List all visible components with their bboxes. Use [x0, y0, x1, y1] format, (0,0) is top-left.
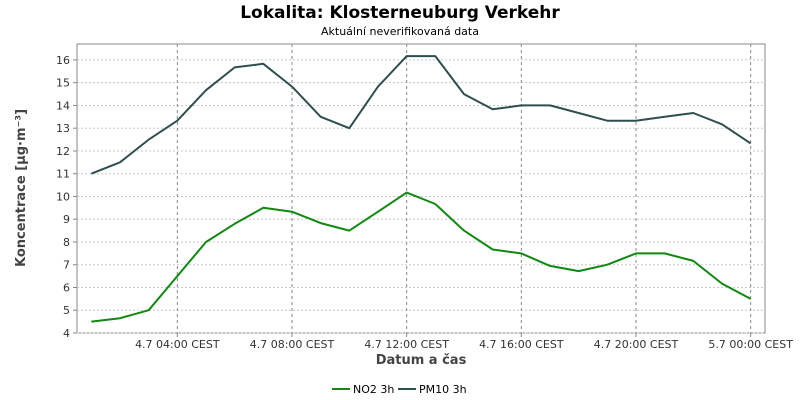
legend-label-no2: NO2 3h	[353, 383, 394, 396]
y-tick-label: 11	[56, 168, 70, 181]
x-axis-label: Datum a čas	[376, 353, 467, 368]
y-tick-label: 8	[63, 236, 70, 249]
y-tick-label: 7	[63, 259, 70, 272]
chart-title: Lokalita: Klosterneuburg Verkehr	[240, 3, 560, 23]
series-line-pm10-3h	[90, 55, 752, 175]
chart-subtitle: Aktuální neverifikovaná data	[321, 25, 479, 38]
x-tick-label: 4.7 16:00 CEST	[479, 338, 564, 351]
y-tick-labels: 4 5 6 7 8 9 10 11 12 13 14 15 16	[56, 54, 70, 340]
x-tick-label: 5.7 00:00 CEST	[708, 338, 793, 351]
y-tick-label: 14	[56, 99, 70, 112]
plot-area	[76, 43, 766, 334]
x-gridlines	[176, 44, 752, 337]
y-tick-label: 13	[56, 122, 70, 135]
y-tick-label: 9	[63, 213, 70, 226]
y-tick-label: 4	[63, 327, 70, 340]
y-tick-label: 6	[63, 281, 70, 294]
x-tick-label: 4.7 08:00 CEST	[250, 338, 335, 351]
y-tick-label: 10	[56, 190, 70, 203]
y-tick-label: 12	[56, 145, 70, 158]
y-tick-label: 16	[56, 54, 70, 67]
x-tick-label: 4.7 12:00 CEST	[364, 338, 449, 351]
series-line-no2-3h	[91, 191, 752, 323]
x-tick-label: 4.7 04:00 CEST	[135, 338, 220, 351]
y-tick-label: 15	[56, 77, 70, 90]
y-axis-label: Koncentrace [µg·m⁻³]	[14, 109, 29, 267]
series-layer	[90, 55, 752, 323]
x-tick-label: 4.7 20:00 CEST	[594, 338, 679, 351]
legend: NO2 3h PM10 3h	[332, 383, 467, 396]
y-tick-label: 5	[63, 304, 70, 317]
legend-label-pm10: PM10 3h	[419, 383, 467, 396]
x-tick-labels: 4.7 04:00 CEST 4.7 08:00 CEST 4.7 12:00 CE…	[135, 338, 793, 351]
y-gridlines	[73, 59, 765, 334]
